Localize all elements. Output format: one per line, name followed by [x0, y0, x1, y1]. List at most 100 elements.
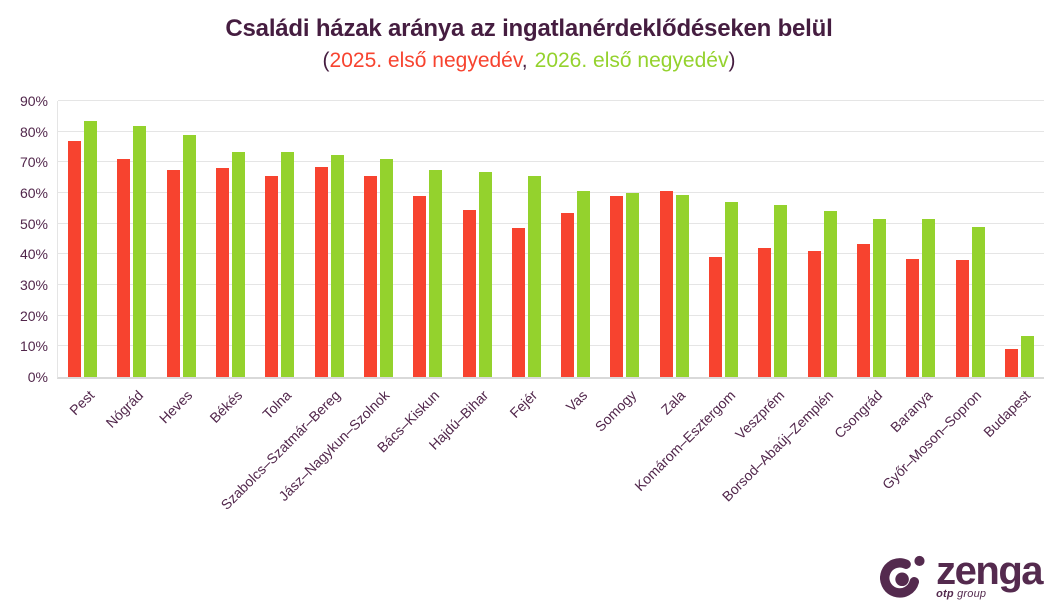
bar-group	[995, 101, 1044, 377]
gridline	[58, 314, 1044, 316]
bar-2026	[429, 170, 443, 377]
y-axis-tick-label: 90%	[19, 93, 48, 109]
bar-group	[896, 101, 945, 377]
bar-2025	[906, 258, 920, 377]
gridline	[58, 100, 1044, 101]
x-axis-label: Somogy	[591, 387, 640, 435]
bar-2026	[84, 120, 98, 377]
x-axis-label: Zala	[657, 387, 689, 418]
bar-2026	[182, 134, 196, 377]
plot-area: 0% 10% 20% 30% 40% 50% 60% 70% 80% 90% Pest Nógrád…	[20, 93, 1044, 513]
bar-2025	[363, 176, 377, 377]
x-axis-label: Baranya	[886, 387, 936, 436]
bar-group	[650, 101, 699, 377]
bar-2025	[117, 159, 131, 377]
bar-2025	[462, 209, 476, 377]
x-axis-label: Nógrád	[102, 387, 147, 431]
subtitle-close-paren: )	[728, 49, 736, 72]
bar-2026	[774, 205, 788, 377]
legend-series-2025: 2025. első negyedév	[329, 49, 522, 72]
bar-2026	[379, 159, 393, 377]
chart-title: Családi házak aránya az ingatlanérdeklőd…	[225, 15, 833, 42]
bar-2026	[330, 154, 344, 377]
subtitle-open-paren: (	[322, 49, 330, 72]
gridline	[58, 161, 1044, 163]
y-axis-tick-label: 0%	[27, 369, 48, 385]
bar-group	[600, 101, 649, 377]
bar-2025	[709, 257, 723, 377]
bar-2025	[955, 260, 969, 377]
y-axis-tick-label: 30%	[19, 277, 48, 294]
y-axis-tick-label: 50%	[19, 215, 48, 232]
bar-2026	[133, 125, 147, 377]
bar-2025	[856, 243, 870, 377]
bar-2026	[626, 193, 640, 377]
bar-2025	[68, 140, 82, 377]
bar-2026	[478, 171, 492, 377]
gridline	[58, 284, 1044, 285]
bar-group	[945, 101, 994, 377]
x-axis-label: Pest	[65, 387, 97, 419]
bar-2025	[166, 170, 180, 377]
zenga-logo: zenga otp group	[880, 551, 1043, 601]
bar-2025	[265, 176, 279, 377]
bar-2026	[577, 191, 591, 377]
bar-2025	[314, 166, 328, 377]
gridline	[58, 253, 1044, 255]
bar-group	[206, 101, 255, 377]
bar-2025	[216, 168, 230, 377]
y-axis-tick-label: 40%	[19, 246, 48, 263]
bar-2026	[281, 151, 295, 377]
bar-group	[748, 101, 797, 377]
bar-2026	[922, 219, 936, 377]
bar-group	[847, 101, 896, 377]
zenga-logo-mark	[880, 555, 925, 598]
bar-2026	[971, 226, 985, 377]
gridline	[58, 345, 1044, 347]
x-axis-label: Tolna	[259, 387, 295, 422]
bar-group	[157, 101, 206, 377]
bar-group	[452, 101, 501, 377]
bar-2025	[758, 248, 772, 377]
bar-2025	[511, 228, 525, 377]
bar-2025	[561, 212, 575, 377]
bar-group	[305, 101, 354, 377]
gridline	[58, 222, 1044, 224]
x-axis-label: Vas	[562, 387, 590, 415]
bar-2025	[1004, 349, 1018, 377]
y-axis-tick-label: 60%	[19, 185, 48, 202]
gridline	[58, 130, 1044, 132]
y-axis-tick-label: 10%	[19, 338, 48, 355]
bar-group	[798, 101, 847, 377]
subtitle-separator: ,	[521, 49, 528, 72]
otp-group-label: otp group	[936, 588, 987, 600]
bar-2026	[675, 194, 689, 377]
bar-2025	[610, 196, 624, 377]
bar-group	[107, 101, 156, 377]
bar-2026	[1020, 335, 1034, 377]
gridline	[58, 192, 1044, 193]
x-axis-labels: Pest Nógrád Heves Békés Tolna Szabolcs–Szatmá…	[58, 385, 1044, 545]
bar-2025	[659, 191, 673, 377]
bar-2026	[527, 176, 541, 377]
bar-2025	[807, 251, 821, 377]
bar-group	[699, 101, 748, 377]
x-axis-label: Békés	[206, 387, 245, 426]
x-axis-label: Fejér	[506, 387, 541, 421]
bar-group	[551, 101, 600, 377]
x-axis-label: Heves	[156, 387, 196, 427]
bar-2026	[872, 219, 886, 377]
bar-2026	[725, 202, 739, 377]
legend-series-2026: 2026. első negyedév	[534, 49, 729, 72]
bar-group	[502, 101, 551, 377]
bar-group	[58, 101, 107, 377]
y-axis-tick-label: 80%	[19, 123, 48, 140]
bar-2025	[413, 196, 427, 377]
y-axis-tick-label: 20%	[19, 307, 48, 324]
bar-group	[255, 101, 304, 377]
zenga-logo-text: zenga otp group	[936, 551, 1043, 600]
bar-group	[354, 101, 403, 377]
x-axis-label: Budapest	[980, 387, 1034, 441]
y-axis-tick-label: 70%	[19, 154, 48, 171]
